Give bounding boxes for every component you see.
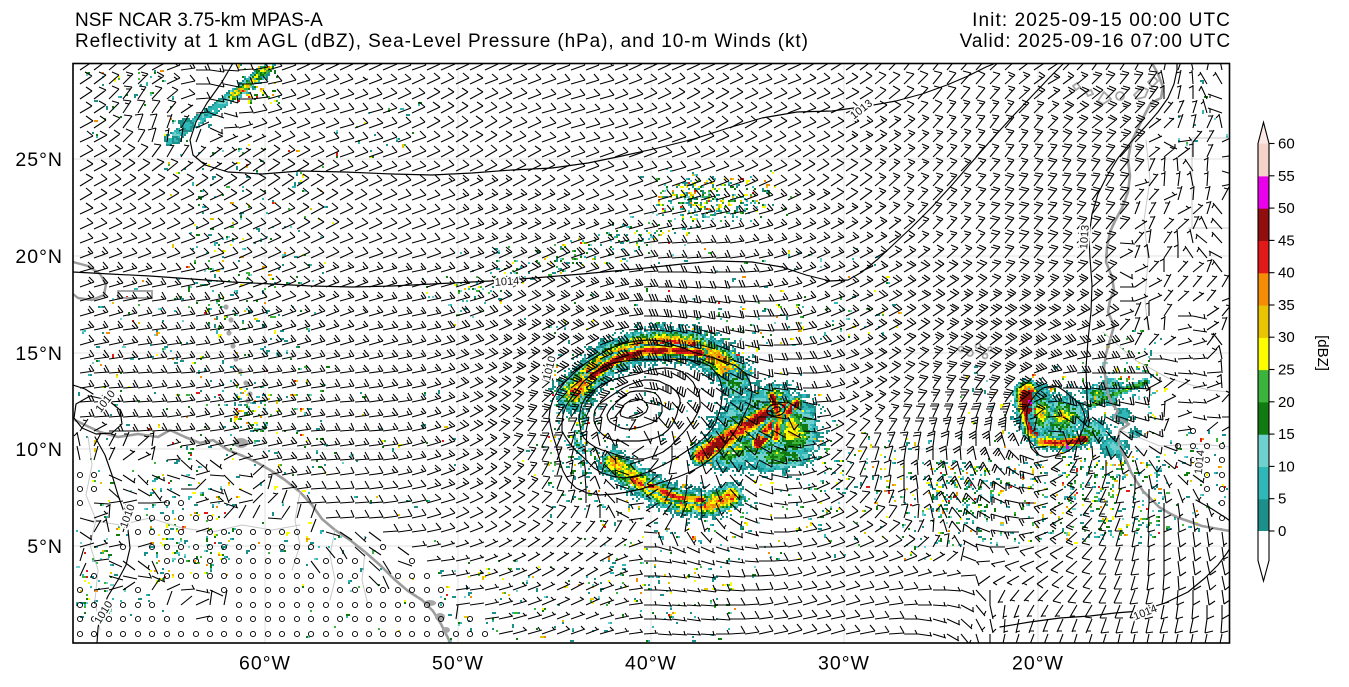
svg-text:NSF NCAR 3.75-km MPAS-A: NSF NCAR 3.75-km MPAS-A bbox=[75, 10, 323, 31]
svg-text:Valid: 2025-09-16 07:00 UTC: Valid: 2025-09-16 07:00 UTC bbox=[960, 31, 1231, 52]
svg-text:40: 40 bbox=[1278, 265, 1295, 282]
svg-text:1013: 1013 bbox=[1078, 224, 1092, 249]
svg-text:35: 35 bbox=[1278, 297, 1295, 314]
svg-text:25: 25 bbox=[1278, 362, 1295, 379]
svg-text:45: 45 bbox=[1278, 232, 1295, 249]
svg-text:Reflectivity at 1 km AGL (dBZ): Reflectivity at 1 km AGL (dBZ), Sea-Leve… bbox=[75, 31, 809, 52]
svg-text:30: 30 bbox=[1278, 329, 1295, 346]
svg-text:Init: 2025-09-15 00:00 UTC: Init: 2025-09-15 00:00 UTC bbox=[972, 10, 1231, 31]
svg-text:15°N: 15°N bbox=[15, 343, 63, 365]
svg-text:5: 5 bbox=[1278, 491, 1286, 508]
svg-text:5°N: 5°N bbox=[27, 536, 63, 558]
svg-text:20°N: 20°N bbox=[15, 246, 63, 268]
svg-text:30°W: 30°W bbox=[818, 653, 870, 675]
svg-text:60°W: 60°W bbox=[239, 653, 291, 675]
svg-text:40°W: 40°W bbox=[625, 653, 677, 675]
svg-text:20°W: 20°W bbox=[1012, 653, 1064, 675]
svg-text:10: 10 bbox=[1278, 458, 1295, 475]
svg-text:55: 55 bbox=[1278, 168, 1295, 185]
svg-text:25°N: 25°N bbox=[15, 149, 63, 171]
svg-text:1014: 1014 bbox=[1193, 449, 1207, 475]
svg-text:50°W: 50°W bbox=[432, 653, 484, 675]
svg-text:0: 0 bbox=[1278, 523, 1286, 540]
svg-text:10°N: 10°N bbox=[15, 439, 63, 461]
svg-text:15: 15 bbox=[1278, 426, 1295, 443]
svg-text:1014: 1014 bbox=[494, 275, 519, 289]
svg-text:20: 20 bbox=[1278, 394, 1295, 411]
svg-text:50: 50 bbox=[1278, 200, 1295, 217]
svg-text:60: 60 bbox=[1278, 136, 1295, 153]
svg-text:[dBZ]: [dBZ] bbox=[1314, 335, 1331, 371]
